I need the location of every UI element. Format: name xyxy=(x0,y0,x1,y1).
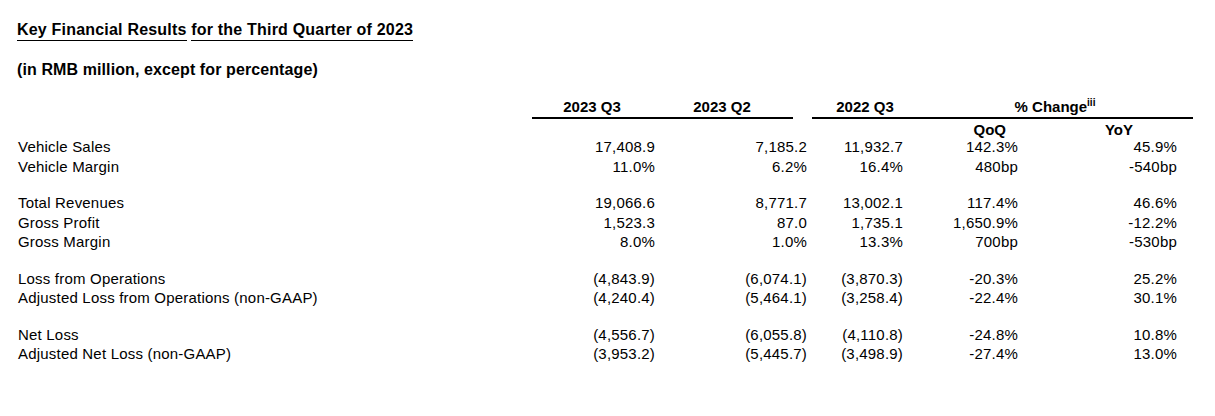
cell-value: -540bp xyxy=(1018,157,1177,177)
cell-value: 7,185.2 xyxy=(655,137,807,157)
group-spacer xyxy=(0,176,1177,193)
cell-value: -24.8% xyxy=(903,325,1018,345)
cell-value: 142.3% xyxy=(903,137,1018,157)
cell-value: (4,110.8) xyxy=(807,325,903,345)
cell-value: 11.0% xyxy=(530,157,655,177)
column-header-2023-q2: 2023 Q2 xyxy=(655,99,789,114)
cell-value: 1,735.1 xyxy=(807,213,903,233)
header-rule-right xyxy=(812,117,1193,119)
group-spacer xyxy=(0,252,1177,269)
cell-value: 480bp xyxy=(903,157,1018,177)
cell-value: (5,464.1) xyxy=(655,288,807,308)
header-rule-left xyxy=(532,117,793,119)
cell-value: 8,771.7 xyxy=(655,193,807,213)
cell-value: 1,523.3 xyxy=(530,213,655,233)
table-row-loss-from-operations: Loss from Operations (4,843.9) (6,074.1)… xyxy=(0,269,1177,289)
row-label: Adjusted Loss from Operations (non-GAAP) xyxy=(0,288,530,308)
table-row-gross-margin: Gross Margin 8.0% 1.0% 13.3% 700bp -530b… xyxy=(0,232,1177,252)
pct-change-footnote-marker: iii xyxy=(1087,97,1095,108)
column-header-2023-q3: 2023 Q3 xyxy=(527,99,657,114)
column-header-pct-change: % Changeiii xyxy=(975,99,1135,114)
table-row-adjusted-loss-from-operations: Adjusted Loss from Operations (non-GAAP)… xyxy=(0,288,1177,308)
cell-value: -20.3% xyxy=(903,269,1018,289)
financial-results-table: Vehicle Sales 17,408.9 7,185.2 11,932.7 … xyxy=(0,137,1177,364)
row-label: Loss from Operations xyxy=(0,269,530,289)
cell-value: 10.8% xyxy=(1018,325,1177,345)
cell-value: 30.1% xyxy=(1018,288,1177,308)
cell-value: 8.0% xyxy=(530,232,655,252)
cell-value: -530bp xyxy=(1018,232,1177,252)
cell-value: 11,932.7 xyxy=(807,137,903,157)
sub-header-qoq: QoQ xyxy=(903,122,1006,137)
column-header-2022-q3: 2022 Q3 xyxy=(812,99,918,114)
row-label: Gross Margin xyxy=(0,232,530,252)
cell-value: 700bp xyxy=(903,232,1018,252)
cell-value: -27.4% xyxy=(903,344,1018,364)
cell-value: (3,258.4) xyxy=(807,288,903,308)
table-row-gross-profit: Gross Profit 1,523.3 87.0 1,735.1 1,650.… xyxy=(0,213,1177,233)
page-title-part-2: for the Third Quarter of 2023 xyxy=(191,21,413,41)
cell-value: 117.4% xyxy=(903,193,1018,213)
cell-value: (3,953.2) xyxy=(530,344,655,364)
page-title-part-1: Key Financial Results xyxy=(17,21,187,41)
row-label: Adjusted Net Loss (non-GAAP) xyxy=(0,344,530,364)
cell-value: (6,055.8) xyxy=(655,325,807,345)
cell-value: 16.4% xyxy=(807,157,903,177)
units-subtitle: (in RMB million, except for percentage) xyxy=(17,61,318,79)
cell-value: 46.6% xyxy=(1018,193,1177,213)
cell-value: (4,240.4) xyxy=(530,288,655,308)
cell-value: 1,650.9% xyxy=(903,213,1018,233)
cell-value: (3,870.3) xyxy=(807,269,903,289)
row-label: Vehicle Margin xyxy=(0,157,530,177)
cell-value: 13.3% xyxy=(807,232,903,252)
cell-value: -22.4% xyxy=(903,288,1018,308)
cell-value: -12.2% xyxy=(1018,213,1177,233)
row-label: Vehicle Sales xyxy=(0,137,530,157)
group-spacer xyxy=(0,308,1177,325)
row-label: Gross Profit xyxy=(0,213,530,233)
page-title: Key Financial Results for the Third Quar… xyxy=(17,21,413,39)
financial-results-page: Key Financial Results for the Third Quar… xyxy=(0,0,1215,416)
table-row-vehicle-sales: Vehicle Sales 17,408.9 7,185.2 11,932.7 … xyxy=(0,137,1177,157)
cell-value: 13,002.1 xyxy=(807,193,903,213)
cell-value: (4,556.7) xyxy=(530,325,655,345)
table-row-adjusted-net-loss: Adjusted Net Loss (non-GAAP) (3,953.2) (… xyxy=(0,344,1177,364)
sub-header-yoy: YoY xyxy=(1018,122,1133,137)
cell-value: (3,498.9) xyxy=(807,344,903,364)
table-row-total-revenues: Total Revenues 19,066.6 8,771.7 13,002.1… xyxy=(0,193,1177,213)
cell-value: 25.2% xyxy=(1018,269,1177,289)
row-label: Total Revenues xyxy=(0,193,530,213)
table-row-net-loss: Net Loss (4,556.7) (6,055.8) (4,110.8) -… xyxy=(0,325,1177,345)
table-row-vehicle-margin: Vehicle Margin 11.0% 6.2% 16.4% 480bp -5… xyxy=(0,157,1177,177)
cell-value: (6,074.1) xyxy=(655,269,807,289)
row-label: Net Loss xyxy=(0,325,530,345)
cell-value: 19,066.6 xyxy=(530,193,655,213)
cell-value: 13.0% xyxy=(1018,344,1177,364)
cell-value: 1.0% xyxy=(655,232,807,252)
cell-value: 45.9% xyxy=(1018,137,1177,157)
pct-change-label: % Change xyxy=(1015,98,1088,115)
cell-value: 6.2% xyxy=(655,157,807,177)
cell-value: (4,843.9) xyxy=(530,269,655,289)
cell-value: 87.0 xyxy=(655,213,807,233)
cell-value: 17,408.9 xyxy=(530,137,655,157)
cell-value: (5,445.7) xyxy=(655,344,807,364)
